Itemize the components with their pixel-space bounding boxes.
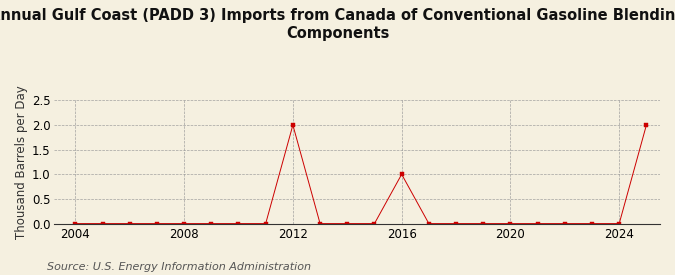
Y-axis label: Thousand Barrels per Day: Thousand Barrels per Day [15,85,28,239]
Text: Annual Gulf Coast (PADD 3) Imports from Canada of Conventional Gasoline Blending: Annual Gulf Coast (PADD 3) Imports from … [0,8,675,41]
Text: Source: U.S. Energy Information Administration: Source: U.S. Energy Information Administ… [47,262,311,272]
